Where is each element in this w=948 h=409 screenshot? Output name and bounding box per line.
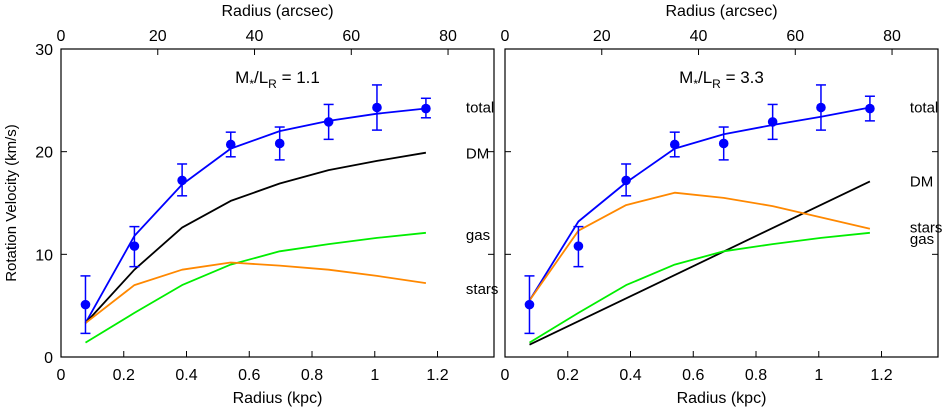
plot-frame <box>60 48 495 358</box>
data-point <box>225 139 236 150</box>
annotation-part: R <box>268 77 277 91</box>
data-point <box>177 175 187 186</box>
series-line-dm <box>529 180 871 346</box>
x2-tick-label: 60 <box>786 28 804 45</box>
plot-frame <box>504 48 939 358</box>
annotation-part: * <box>249 77 254 91</box>
x-tick-label: 0.4 <box>175 367 197 384</box>
y-axis-title: Rotation Velocity (km/s) <box>3 124 20 282</box>
data-point <box>718 138 729 149</box>
series-label-dm: DM <box>910 173 933 190</box>
x-tick-label: 1.2 <box>870 367 892 384</box>
x2-tick-label: 20 <box>593 28 611 45</box>
x-tick-label: 0.6 <box>682 367 704 384</box>
data-point <box>865 103 875 114</box>
x2-tick-label: 20 <box>149 28 167 45</box>
data-point <box>129 241 140 251</box>
x2-tick-label: 0 <box>57 28 66 45</box>
mass-to-light-annotation: M*/LR = 3.3 <box>679 68 764 91</box>
series-line-dm <box>84 151 427 324</box>
left-panel: 0 0.2 0.4 0.6 0.8 1 1.2 0 20 40 60 80 0 10 20 30 Radius … <box>3 3 498 407</box>
annotation-part: M <box>679 68 693 87</box>
series-label-gas: gas <box>466 227 490 244</box>
y-tick-label: 20 <box>35 145 53 162</box>
data-point <box>621 175 631 186</box>
x-axis-title: Radius (kpc) <box>677 390 767 407</box>
x-tick-label: 0.6 <box>238 367 260 384</box>
annotation-part: R <box>712 77 721 91</box>
series-line-gas <box>529 231 870 344</box>
x-tick-label: 0.2 <box>557 367 579 384</box>
x-tick-label: 0 <box>501 367 510 384</box>
x2-axis-title: Radius (arcsec) <box>221 3 333 20</box>
annotation-part: M <box>235 68 249 87</box>
x2-tick-label: 40 <box>246 28 264 45</box>
x2-axis-title: Radius (arcsec) <box>665 3 777 20</box>
data-point <box>421 103 431 114</box>
series-label-stars: stars <box>910 220 943 237</box>
y-tick-label: 30 <box>35 42 53 59</box>
series-line-gas <box>85 231 426 344</box>
x2-tick-label: 0 <box>501 28 510 45</box>
annotation-part: * <box>693 77 698 91</box>
y-tick-label: 10 <box>35 247 53 264</box>
x-tick-label: 0.4 <box>619 367 641 384</box>
data-point <box>816 102 826 113</box>
y-tick-label: 0 <box>44 350 53 367</box>
data-point <box>524 299 535 310</box>
data-point <box>80 299 91 310</box>
series-line-total <box>84 107 426 324</box>
x2-tick-label: 80 <box>439 28 457 45</box>
x-tick-label: 0.8 <box>745 367 767 384</box>
annotation-part: = 1.1 <box>277 68 320 87</box>
x2-tick-label: 60 <box>342 28 360 45</box>
mass-to-light-annotation: M*/LR = 1.1 <box>235 68 320 91</box>
series-label-dm: DM <box>466 146 489 163</box>
x-tick-label: 1.2 <box>426 367 448 384</box>
x-tick-label: 0.2 <box>113 367 135 384</box>
annotation-part: /L <box>698 68 712 87</box>
series-line-stars <box>528 191 871 302</box>
x-tick-label: 0.8 <box>301 367 323 384</box>
data-point <box>323 117 334 127</box>
data-point <box>372 102 382 113</box>
series-label-total: total <box>466 99 494 116</box>
x-tick-label: 0 <box>57 367 66 384</box>
series-line-stars <box>84 261 427 324</box>
data-point <box>767 117 778 127</box>
x2-tick-label: 40 <box>690 28 708 45</box>
series-label-gas: gas <box>910 231 934 248</box>
data-point <box>669 139 680 150</box>
data-point <box>274 138 285 149</box>
right-panel: 0 0.2 0.4 0.6 0.8 1 1.2 0 20 40 60 80 Radius (kpc) Ra… <box>501 3 943 407</box>
x-tick-label: 1 <box>370 367 379 384</box>
series-label-stars: stars <box>466 281 499 298</box>
series-label-total: total <box>910 99 938 116</box>
data-point <box>573 241 584 251</box>
x-axis-title: Radius (kpc) <box>233 390 323 407</box>
x2-tick-label: 80 <box>883 28 901 45</box>
annotation-part: = 3.3 <box>721 68 764 87</box>
annotation-part: /L <box>254 68 268 87</box>
series-line-total <box>528 106 871 301</box>
x-tick-label: 1 <box>814 367 823 384</box>
